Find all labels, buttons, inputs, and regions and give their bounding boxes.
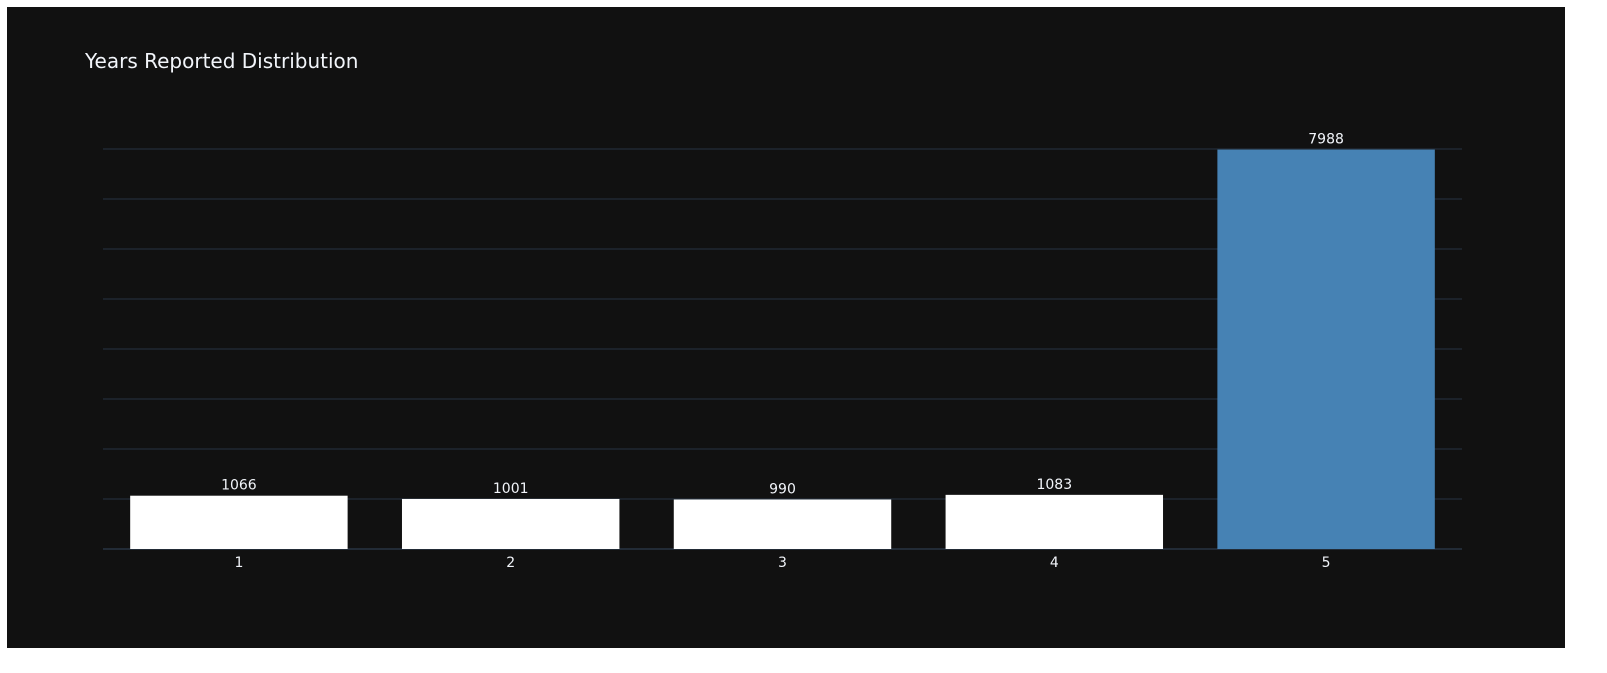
x-tick-label: 5 — [1322, 555, 1331, 571]
bar-value-label: 1083 — [1036, 477, 1072, 493]
x-tick-label: 1 — [234, 555, 243, 571]
x-tick-label: 3 — [778, 555, 787, 571]
x-axis-tick-labels: 1 2 3 4 5 — [234, 555, 1330, 571]
chart-title: Years Reported Distribution — [85, 49, 359, 73]
bars — [130, 149, 1435, 550]
bar-5[interactable] — [1217, 149, 1435, 549]
bar-2[interactable] — [401, 498, 620, 549]
bar-1[interactable] — [130, 495, 348, 549]
bar-chart: 1066 1001 990 1083 7988 1 2 3 4 5 — [103, 132, 1462, 571]
bar-value-label: 7988 — [1308, 132, 1344, 148]
bar-value-label: 1066 — [221, 478, 257, 494]
bar-value-labels: 1066 1001 990 1083 7988 — [221, 132, 1344, 498]
chart-panel: Years Reported Distribution 1066 1001 990 1… — [7, 7, 1565, 648]
bar-value-label: 1001 — [493, 481, 529, 497]
bar-4[interactable] — [945, 494, 1164, 549]
x-tick-label: 2 — [506, 555, 515, 571]
x-tick-label: 4 — [1050, 555, 1059, 571]
bar-3[interactable] — [673, 499, 892, 550]
bar-value-label: 990 — [769, 482, 796, 498]
